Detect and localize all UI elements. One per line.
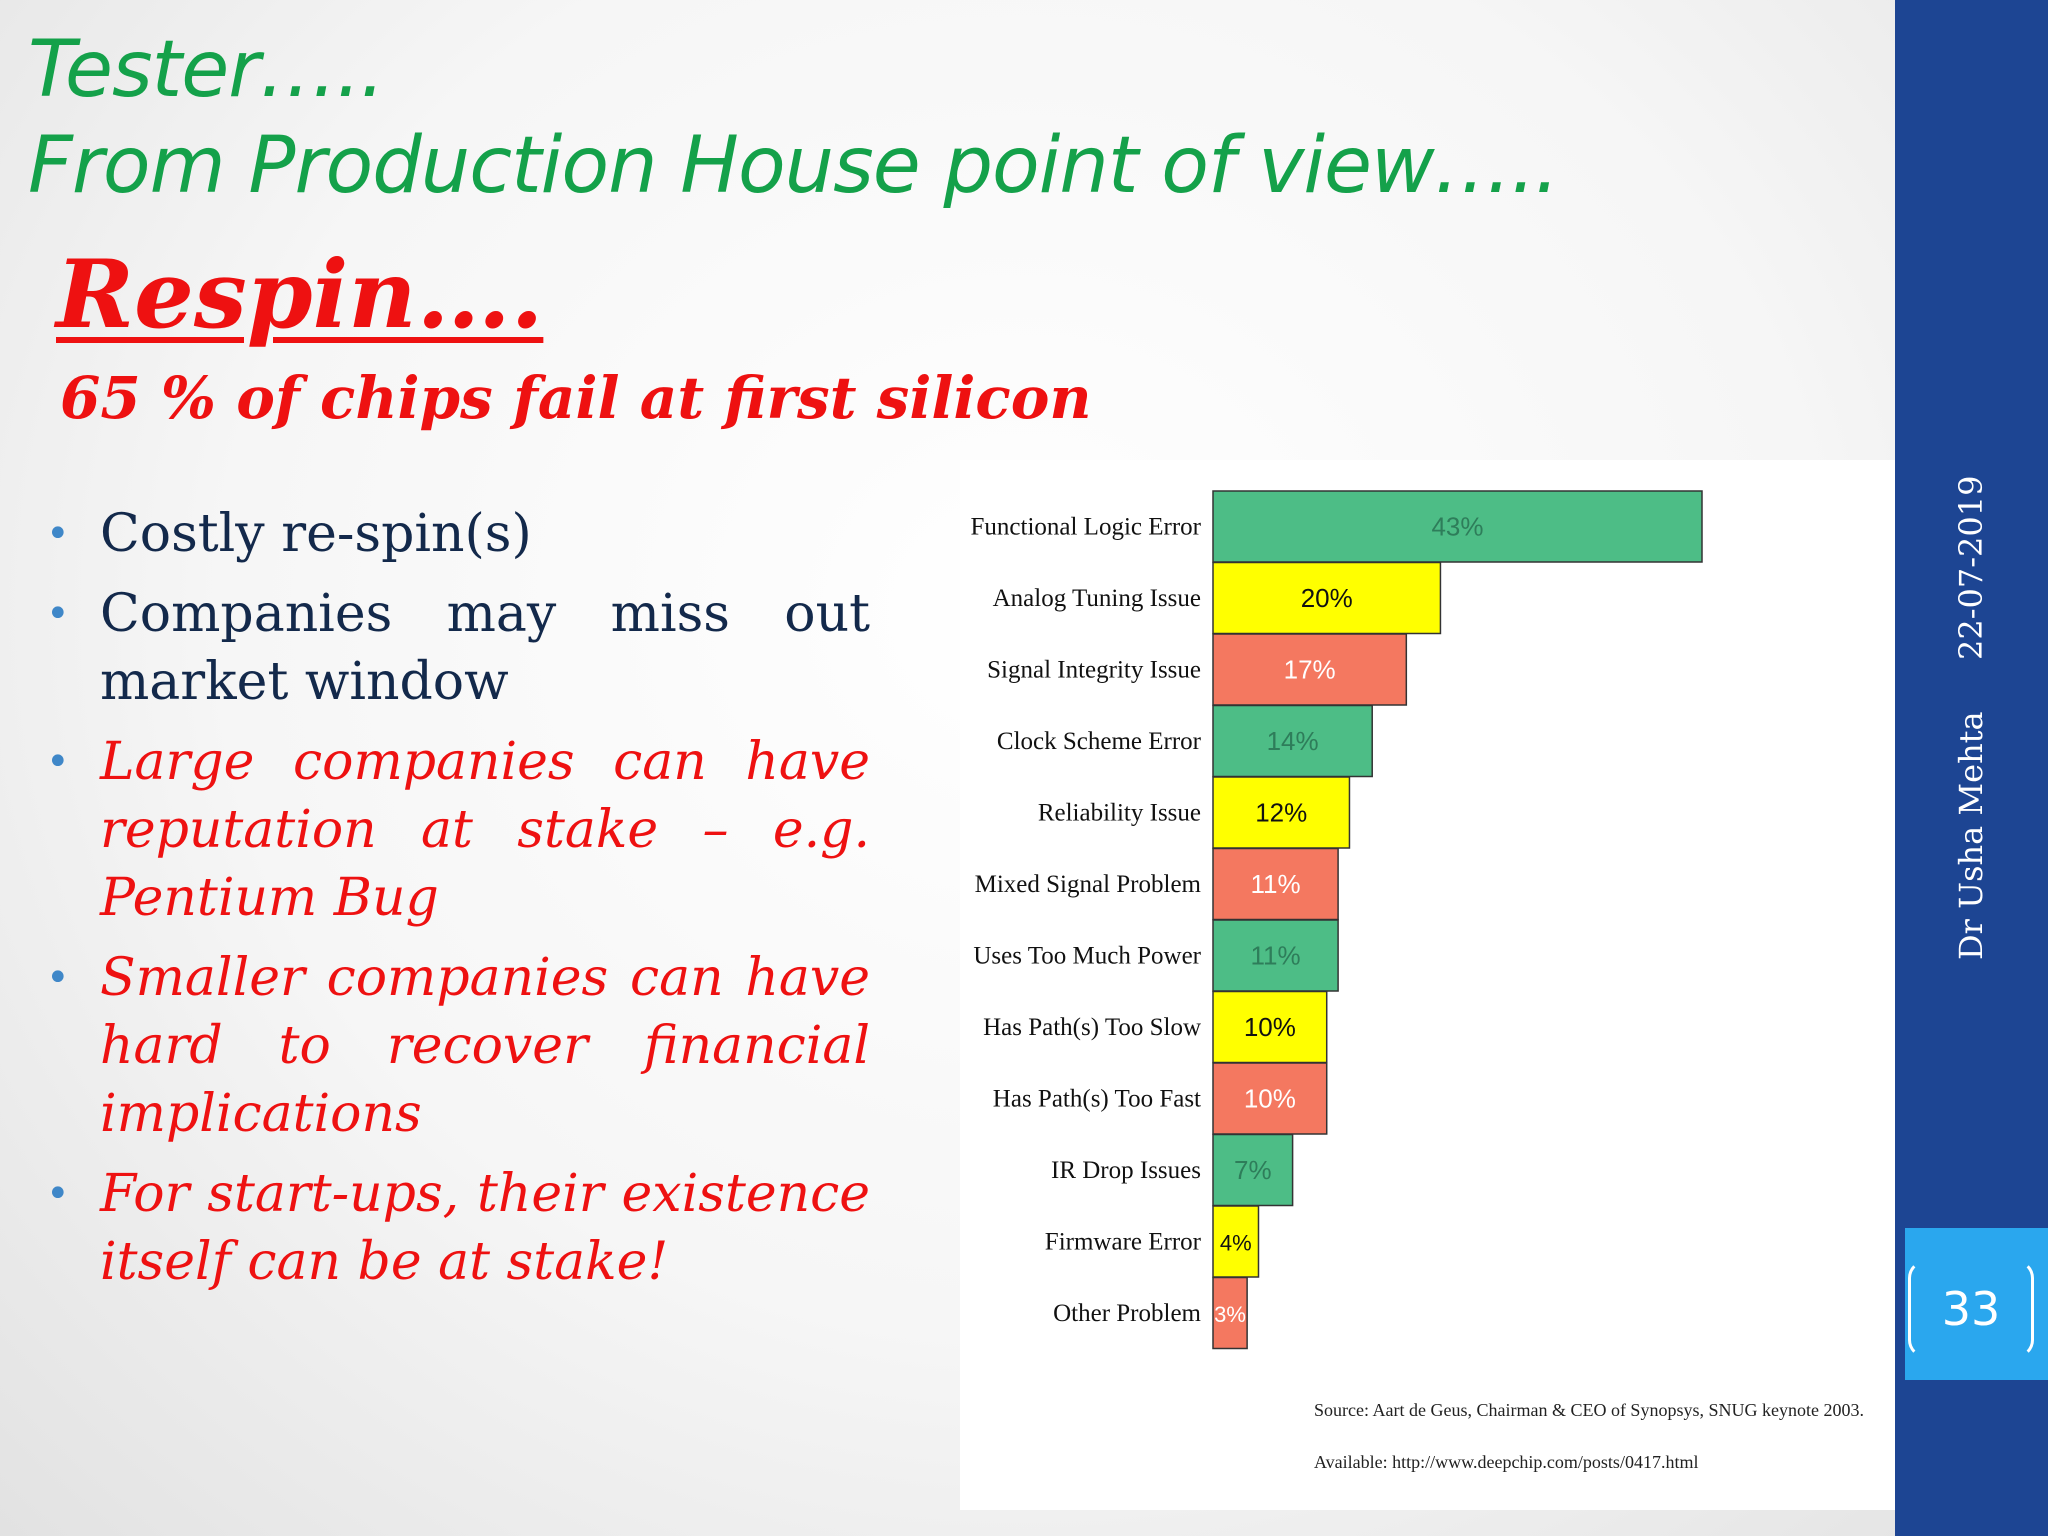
slide-title: Tester….. From Production House point of… <box>28 22 1559 214</box>
bullet-item: • For start-ups, their existence itself c… <box>40 1160 870 1296</box>
bullet-icon: • <box>46 1171 70 1217</box>
data-label: 3% <box>1214 1302 1246 1327</box>
page-number: 33 <box>1908 1260 2034 1358</box>
category-label: Functional Logic Error <box>971 514 1202 541</box>
category-label: Has Path(s) Too Fast <box>993 1086 1201 1113</box>
category-label: Clock Scheme Error <box>997 728 1202 755</box>
data-label: 10% <box>1244 1012 1296 1042</box>
bullet-icon: • <box>46 511 70 557</box>
bar <box>1212 704 1373 778</box>
bar <box>1212 490 1703 563</box>
subheading: 65 % of chips fail at first silicon <box>60 364 1092 432</box>
title-line-1: Tester….. <box>28 25 385 115</box>
data-label: 4% <box>1220 1231 1252 1256</box>
bullet-item: • Large companies can have reputation at … <box>40 728 870 932</box>
data-label: 20% <box>1301 583 1353 613</box>
category-label: Uses Too Much Power <box>973 943 1201 970</box>
category-label: Firmware Error <box>1045 1229 1202 1256</box>
bullet-list: • Costly re-spin(s) • Companies may miss o… <box>40 500 870 1308</box>
category-label: IR Drop Issues <box>1051 1157 1201 1184</box>
category-label: Reliability Issue <box>1038 800 1201 827</box>
bullet-item: • Companies may miss out market window <box>40 580 870 716</box>
bar <box>1212 561 1442 635</box>
slide-author: Dr Usha Mehta <box>1952 711 1990 960</box>
category-label: Has Path(s) Too Slow <box>983 1014 1201 1041</box>
data-label: 7% <box>1234 1155 1272 1185</box>
bar <box>1212 847 1339 921</box>
bullet-text: Companies may miss out market window <box>100 584 870 712</box>
data-label: 12% <box>1255 798 1307 828</box>
slide-date: 22-07-2019 <box>1952 475 1990 661</box>
bullet-item: • Costly re-spin(s) <box>40 500 870 568</box>
bullet-text: For start-ups, their existence itself ca… <box>100 1164 870 1292</box>
chart-source: Source: Aart de Geus, Chairman & CEO of … <box>1314 1400 1864 1420</box>
bar <box>1212 1276 1248 1350</box>
data-label: 14% <box>1267 726 1319 756</box>
heading: Respin…. <box>56 240 544 350</box>
bullet-text: Costly re-spin(s) <box>100 504 532 564</box>
data-label: 11% <box>1250 941 1300 971</box>
bar <box>1212 1205 1260 1278</box>
bullet-text: Large companies can have reputation at s… <box>100 732 870 928</box>
category-label: Mixed Signal Problem <box>975 871 1202 898</box>
data-label: 10% <box>1244 1084 1296 1114</box>
data-label: 43% <box>1431 512 1483 542</box>
title-line-2: From Production House point of view….. <box>28 121 1559 211</box>
slide: Tester….. From Production House point of… <box>28 22 1864 1472</box>
data-label: 17% <box>1284 655 1336 685</box>
chart-panel: Functional Logic Error 43% Analog Tuning I… <box>960 460 1905 1510</box>
bullet-text: Smaller companies can have hard to recov… <box>100 948 870 1144</box>
category-label: Other Problem <box>1053 1300 1201 1327</box>
bar-chart: Functional Logic Error 43% Analog Tuning I… <box>971 490 1703 1350</box>
chart-source-link: Available: http://www.deepchip.com/posts… <box>1314 1452 1699 1472</box>
bar <box>1212 633 1408 706</box>
data-label: 11% <box>1250 869 1300 899</box>
category-label: Analog Tuning Issue <box>993 585 1201 612</box>
bullet-icon: • <box>46 955 70 1001</box>
bar <box>1212 990 1328 1064</box>
category-label: Signal Integrity Issue <box>987 657 1201 684</box>
bullet-item: • Smaller companies can have hard to reco… <box>40 944 870 1148</box>
bullet-icon: • <box>46 591 70 637</box>
bar <box>1212 1133 1294 1207</box>
bullet-icon: • <box>46 739 70 785</box>
